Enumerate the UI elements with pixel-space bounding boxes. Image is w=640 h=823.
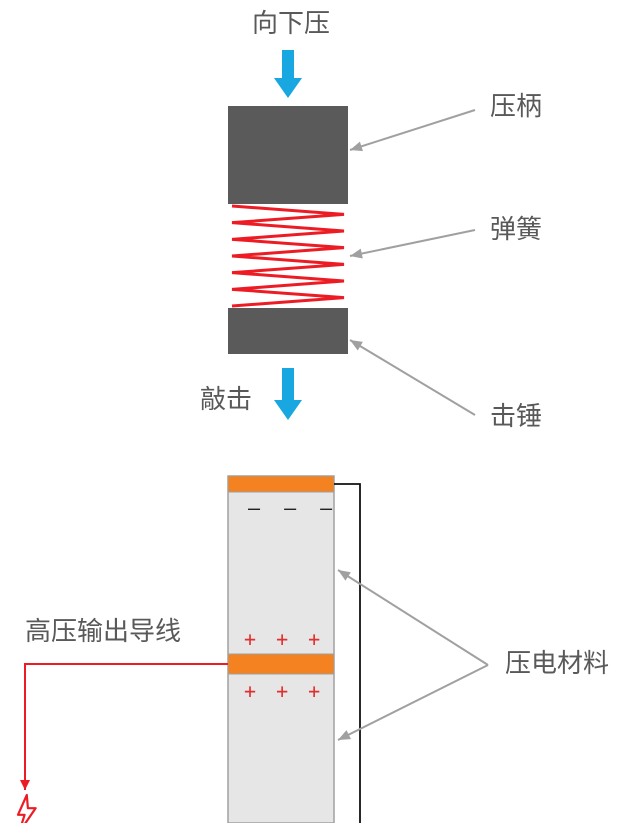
label-spring: 弹簧 <box>490 214 542 244</box>
charge-negative: — — — <box>248 496 338 520</box>
label-handle: 压柄 <box>490 91 542 121</box>
electrode-top <box>228 476 334 492</box>
handle-block <box>228 106 348 204</box>
label-piezo: 压电材料 <box>505 648 609 678</box>
electrode-middle <box>228 654 334 674</box>
hammer-block <box>228 308 348 354</box>
label-hv-wire: 高压输出导线 <box>25 616 181 646</box>
label-press-down: 向下压 <box>252 8 330 38</box>
charge-positive-lower: + + + <box>244 679 324 703</box>
charge-positive-upper: + + + <box>244 627 324 651</box>
label-strike: 敲击 <box>200 384 252 414</box>
label-hammer: 击锤 <box>490 401 542 431</box>
